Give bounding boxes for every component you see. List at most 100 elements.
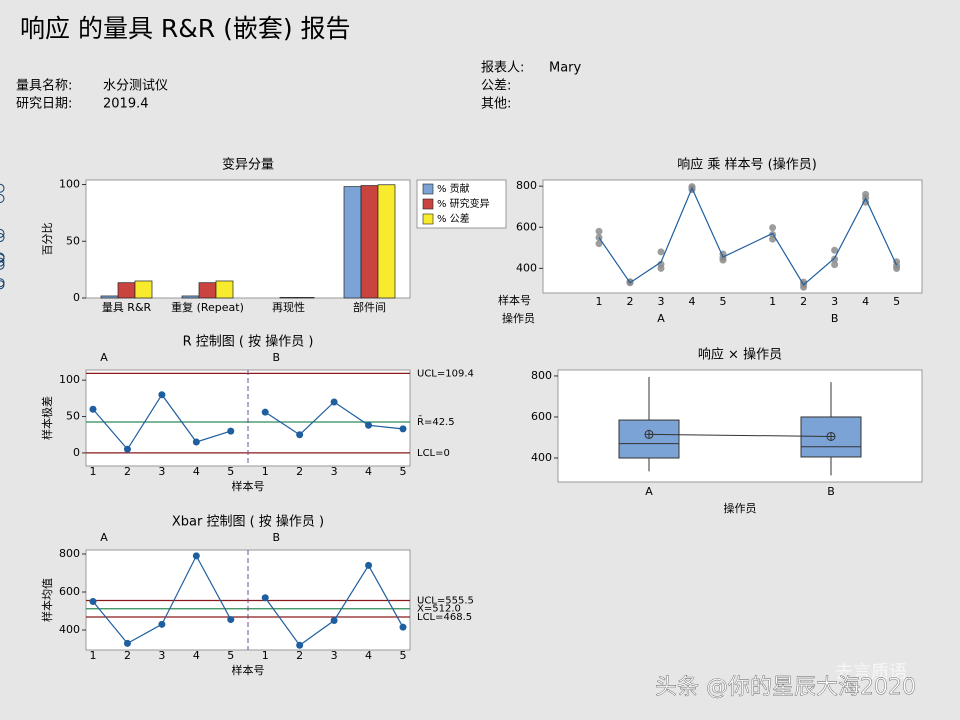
y-tick-label: 100 [59, 373, 80, 386]
control-label: UCL=109.4 [417, 368, 474, 379]
legend-label: % 贡献 [437, 182, 470, 195]
legend-swatch [422, 198, 434, 210]
measurement-point [893, 265, 901, 273]
chart-title: 响应 × 操作员 [698, 347, 782, 363]
bar [100, 295, 119, 299]
legend-label: % 公差 [437, 212, 470, 225]
bar [215, 280, 234, 299]
field-label: 公差: [481, 79, 511, 94]
mean-marker [0, 253, 5, 263]
mean-marker [0, 193, 5, 203]
x-axis-label: 样本号 [498, 293, 531, 307]
y-tick-label: 100 [59, 178, 80, 191]
bar [377, 184, 396, 299]
group-label: B [272, 351, 280, 364]
measurement-point [719, 256, 727, 264]
watermark-logo: 去言质语 [835, 662, 907, 683]
data-point [365, 421, 373, 429]
x-tick-label: 4 [193, 649, 200, 662]
data-point [192, 438, 200, 446]
mean-marker [0, 257, 5, 267]
x-axis-label: 操作员 [724, 501, 757, 515]
measurement-point [657, 248, 665, 256]
bar [134, 280, 153, 299]
x-tick-label: 1 [90, 649, 97, 662]
bar [198, 282, 217, 299]
x-axis-label: 样本号 [232, 663, 265, 677]
measurement-point [831, 261, 839, 269]
data-point [296, 431, 304, 439]
x-tick-label: 3 [158, 649, 165, 662]
x-tick-label: 3 [658, 295, 665, 308]
mean-cross [827, 432, 835, 441]
data-point [192, 552, 200, 560]
x-tick-label: 5 [227, 465, 234, 478]
group-label: A [657, 312, 665, 325]
group-label: A [100, 351, 108, 364]
data-point [158, 391, 166, 399]
data-point [261, 408, 269, 416]
y-tick-label: 50 [66, 410, 80, 423]
control-label: R̄=42.5 [417, 415, 455, 428]
data-point [330, 398, 338, 406]
data-point [330, 617, 338, 625]
measurement-point [595, 227, 603, 235]
y-tick-label: 600 [516, 220, 537, 233]
x-tick-label: 1 [90, 465, 97, 478]
x-tick-label: A [645, 485, 653, 498]
y-tick-label: 600 [59, 585, 80, 598]
y-tick-label: 600 [531, 410, 552, 423]
x-tick-label: 5 [400, 649, 407, 662]
bar [279, 297, 298, 299]
field-label: 研究日期: [16, 97, 72, 112]
x-tick-label: 2 [124, 465, 131, 478]
y-tick-label: 0 [73, 446, 80, 459]
data-point [296, 641, 304, 649]
control-label: UCL=555.5 [417, 595, 474, 606]
x-tick-label: 5 [400, 465, 407, 478]
measurement-point [595, 240, 603, 248]
field-value: 水分测试仪 [103, 79, 168, 94]
chart-title: Xbar 控制图 ( 按 操作员 ) [172, 514, 324, 530]
legend-swatch [422, 213, 434, 225]
control-label: LCL=468.5 [417, 612, 472, 623]
group-axis-label: 操作员 [502, 311, 535, 325]
plot-area [542, 179, 923, 294]
mean-marker [0, 260, 5, 270]
control-label: X̄=512.0 [417, 602, 461, 615]
x-tick-label: B [827, 485, 835, 498]
x-tick-label: 3 [831, 295, 838, 308]
x-tick-label: 1 [262, 465, 269, 478]
mean-cross [645, 430, 653, 439]
x-tick-label: 部件间 [353, 300, 386, 314]
data-point [89, 405, 97, 413]
data-point [227, 616, 235, 624]
data-point [399, 425, 407, 433]
y-tick-label: 400 [59, 623, 80, 636]
chart-title: 响应 乘 样本号 (操作员) [677, 157, 817, 173]
x-tick-label: 2 [124, 649, 131, 662]
mean-marker [0, 280, 5, 290]
measurement-point [862, 198, 870, 206]
data-point [123, 445, 131, 453]
x-tick-label: 2 [800, 295, 807, 308]
report-title: 响应 的量具 R&R (嵌套) 报告 [20, 14, 351, 43]
watermark: 头条 @你的星辰大海2020 [655, 675, 916, 700]
measurement-point [657, 264, 665, 272]
y-tick-label: 400 [516, 261, 537, 274]
y-axis-label: 样本极差 [40, 396, 54, 440]
field-value: Mary [549, 61, 582, 76]
y-tick-label: 800 [531, 369, 552, 382]
x-tick-label: 5 [720, 295, 727, 308]
y-tick-label: 800 [516, 179, 537, 192]
x-tick-label: 量具 R&R [102, 301, 152, 314]
x-tick-label: 4 [862, 295, 869, 308]
y-tick-label: 0 [73, 291, 80, 304]
bar [117, 282, 136, 299]
group-label: B [831, 312, 839, 325]
x-tick-label: 1 [596, 295, 603, 308]
x-tick-label: 再现性 [272, 300, 305, 314]
data-point [227, 427, 235, 435]
x-tick-label: 2 [627, 295, 634, 308]
